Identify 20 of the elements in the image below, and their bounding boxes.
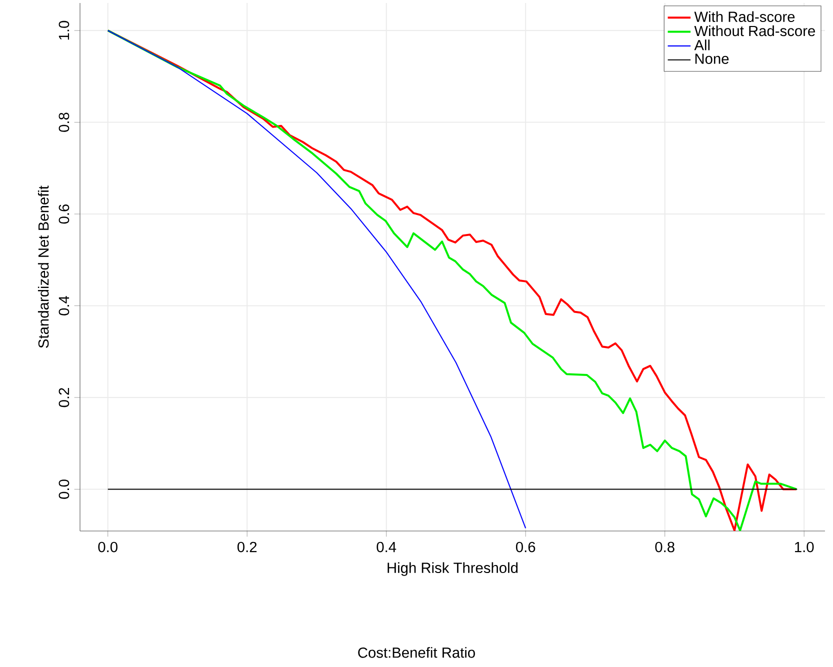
legend-label: With Rad-score (694, 11, 795, 22)
x-tick-label: 0.4 (376, 542, 396, 552)
x-tick-label: 0.2 (237, 542, 257, 552)
y-tick-label: 0.4 (58, 296, 70, 316)
legend-label: All (694, 40, 710, 50)
y-tick-label: 0.8 (58, 112, 70, 132)
y-tick-label: 0.2 (58, 388, 70, 408)
y-tick-label: 1.0 (58, 20, 70, 40)
x-tick-label: 0.6 (516, 542, 536, 552)
x-tick-label: 0.8 (655, 542, 674, 552)
line-series (107, 30, 526, 529)
y-axis-title: Standardized Net Benefit (38, 186, 49, 348)
y-tick-label: 0.0 (58, 480, 70, 499)
x-tick-label: 0.0 (98, 542, 118, 552)
text: Cost:Benefit Ratio (358, 647, 475, 658)
y-tick-label: 0.6 (58, 204, 70, 224)
x-tick-label: 1.0 (795, 542, 814, 552)
x-axis-title: High Risk Threshold (388, 562, 518, 576)
legend-label: Without Rad-score (694, 25, 815, 36)
legend-label: None (695, 54, 729, 64)
